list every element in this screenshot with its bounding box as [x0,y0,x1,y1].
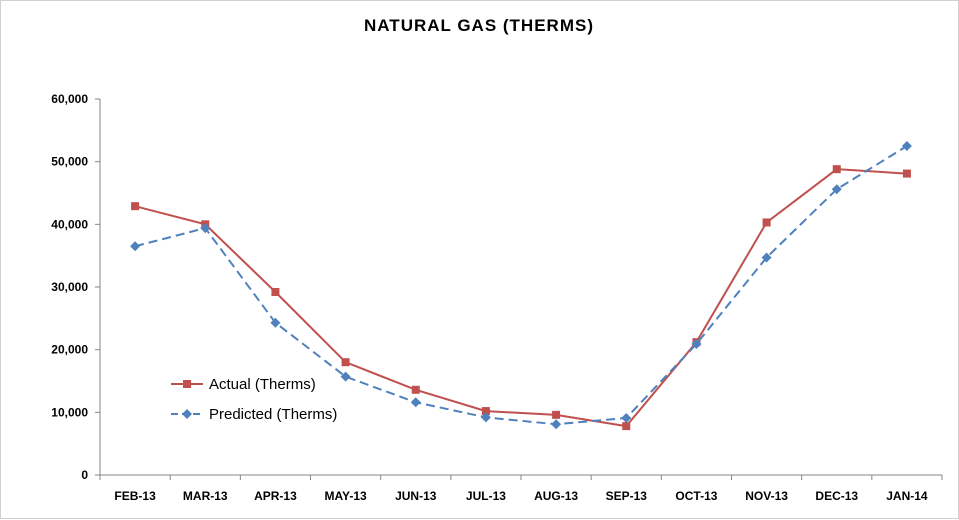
legend-entry: Actual (Therms) [171,376,316,393]
x-tick-label: SEP-13 [606,489,648,503]
x-tick-label: MAR-13 [183,489,228,503]
series-line [134,168,907,428]
y-tick-label: 50,000 [51,155,88,169]
x-tick-label: OCT-13 [675,489,717,503]
legend-marker [183,380,191,388]
data-point [552,410,561,419]
x-tick-label: MAY-13 [324,489,367,503]
data-point [340,371,351,382]
x-tick-label: APR-13 [254,489,297,503]
x-tick-label: JUL-13 [466,489,506,503]
legend-label: Predicted (Therms) [209,406,337,423]
data-point [130,241,141,252]
x-tick-label: FEB-13 [114,489,156,503]
data-point [271,288,280,297]
legend: Actual (Therms) Predicted (Therms) [171,376,337,423]
data-point [832,165,841,174]
data-point [270,317,281,328]
x-tick-label: AUG-13 [534,489,578,503]
data-point [621,412,632,423]
data-point [551,419,562,430]
legend-label: Actual (Therms) [209,376,316,393]
y-tick-label: 30,000 [51,280,88,294]
x-tick-label: JAN-14 [886,489,928,503]
axes: 0 10,000 20,000 30,000 40,000 50,000 60,000 FEB… [51,92,943,503]
y-tick-label: 60,000 [51,92,88,106]
data-point [481,407,490,416]
y-tick-label: 20,000 [51,343,88,357]
data-point [691,339,702,350]
y-tick-label: 40,000 [51,217,88,231]
x-tick-label: NOV-13 [745,489,788,503]
data-point [901,141,912,151]
data-point [200,223,211,234]
legend-marker [182,409,192,419]
data-point [131,202,140,211]
data-point [761,252,772,263]
y-tick-label: 0 [81,468,88,482]
data-point [622,422,631,431]
data-point [902,169,911,178]
data-point [831,184,842,195]
x-tick-label: JUN-13 [395,489,437,503]
series-line [134,145,908,426]
y-tick-label: 10,000 [51,405,88,419]
x-tick-label: DEC-13 [815,489,858,503]
series-layer [130,141,912,431]
series-actual [131,165,911,431]
data-point [341,358,350,367]
data-point [762,218,771,227]
series-predicted [130,141,912,430]
chart-title: NATURAL GAS (THERMS) [364,16,594,35]
legend-entry: Predicted (Therms) [171,406,337,423]
data-point [411,385,420,394]
data-point [410,397,421,408]
data-point [480,412,491,423]
